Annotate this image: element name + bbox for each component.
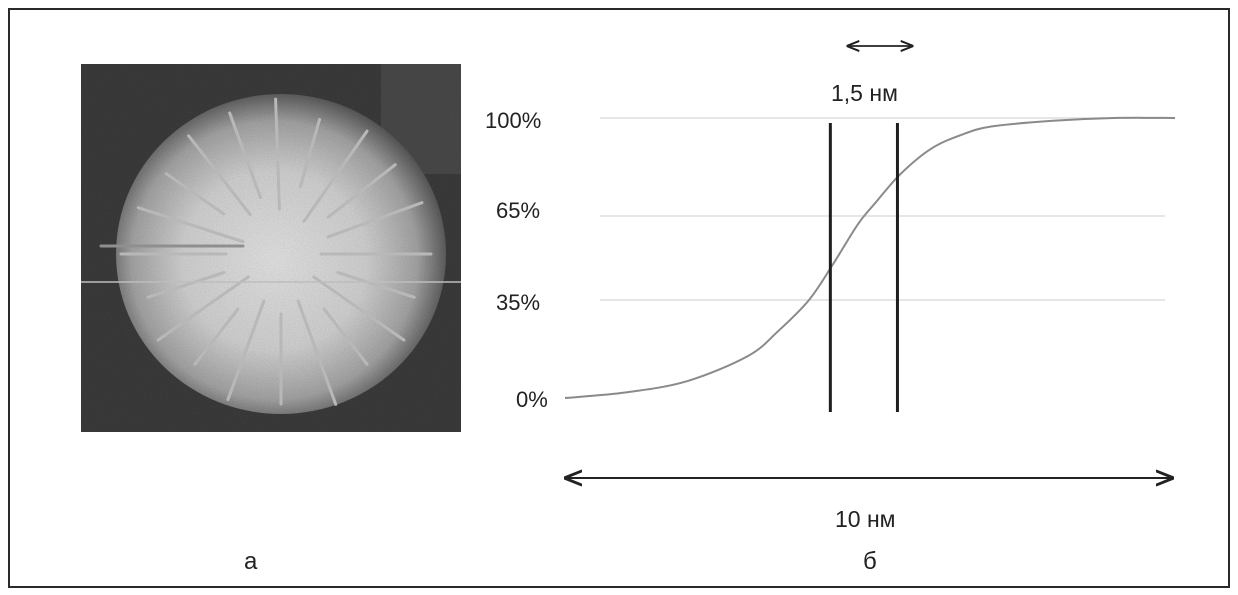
ytick-label: 65% [496,198,541,223]
measurement-spoke [164,172,226,216]
measurement-spoke [193,307,240,366]
measurement-spoke [228,111,262,200]
measurement-spoke [326,163,397,219]
measurement-spoke [336,271,416,299]
measurement-spoke [136,206,245,244]
ytick-label: 100% [485,108,542,133]
measurement-spoke [312,275,406,342]
profile-curve [564,116,1176,399]
measurement-spoke [302,129,369,223]
panel-label-a: а [244,548,258,575]
ytick-label: 35% [496,290,541,315]
measurement-spoke [298,117,322,189]
measurement-spoke [187,134,252,217]
measurement-spoke [156,275,250,342]
panel-label-b: б [863,548,877,575]
ytick-label: 0% [516,387,548,412]
measurement-spoke [296,299,338,406]
electron-microscope-image [81,64,461,432]
measurement-spoke [274,97,281,211]
measurement-spoke [226,299,266,402]
range-label: 10 нм [835,506,896,532]
measurement-spoke [322,307,369,366]
width-label: 1,5 нм [831,80,898,106]
measurement-spoke [146,271,226,299]
measurement-spoke [326,201,424,239]
